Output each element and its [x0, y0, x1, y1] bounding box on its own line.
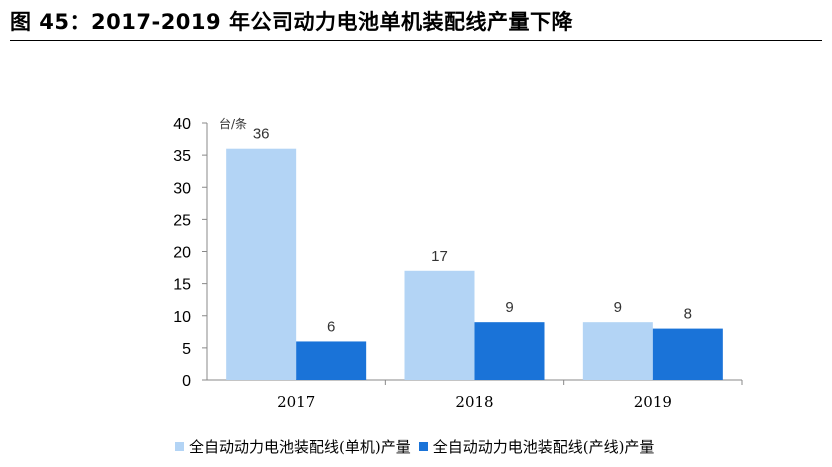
data-label: 17	[431, 248, 448, 265]
legend-item-line: 全自动动力电池装配线(产线)产量	[418, 436, 655, 457]
legend-label-single: 全自动动力电池装配线(单机)产量	[189, 438, 411, 456]
legend-label-line: 全自动动力电池装配线(产线)产量	[432, 438, 655, 456]
legend-swatch-single	[175, 442, 184, 451]
data-label: 8	[684, 306, 692, 323]
y-tick-label: 0	[182, 373, 191, 390]
data-label: 6	[327, 318, 335, 335]
bar-2017-series-1	[296, 341, 367, 380]
bar-2018-series-1	[474, 322, 545, 380]
figure-title: 图 45：2017-2019 年公司动力电池单机装配线产量下降	[10, 10, 573, 34]
y-tick-label: 25	[173, 212, 191, 229]
data-label: 9	[505, 299, 513, 316]
x-tick-label: 2018	[455, 393, 493, 411]
y-tick-label: 40	[173, 116, 191, 133]
x-tick-label: 2017	[277, 393, 315, 411]
data-label: 36	[253, 126, 270, 143]
y-tick-label: 5	[182, 341, 191, 358]
x-tick-label: 2019	[634, 393, 672, 411]
bar-2018-series-0	[404, 270, 475, 380]
y-tick-label: 10	[173, 309, 191, 326]
legend-item-single: 全自动动力电池装配线(单机)产量	[175, 436, 411, 457]
y-tick-label: 30	[173, 180, 191, 197]
bar-2019-series-1	[652, 328, 723, 380]
title-divider	[10, 40, 822, 41]
y-tick-label: 35	[173, 148, 191, 165]
bar-2019-series-0	[582, 322, 653, 380]
y-tick-label: 20	[173, 245, 191, 262]
y-tick-label: 15	[173, 277, 191, 294]
bar-2017-series-0	[226, 148, 297, 380]
chart-legend: 全自动动力电池装配线(单机)产量 全自动动力电池装配线(产线)产量	[175, 436, 662, 457]
legend-swatch-line	[418, 442, 428, 451]
data-label: 9	[614, 299, 622, 316]
y-unit-label: 台/条	[219, 116, 247, 131]
